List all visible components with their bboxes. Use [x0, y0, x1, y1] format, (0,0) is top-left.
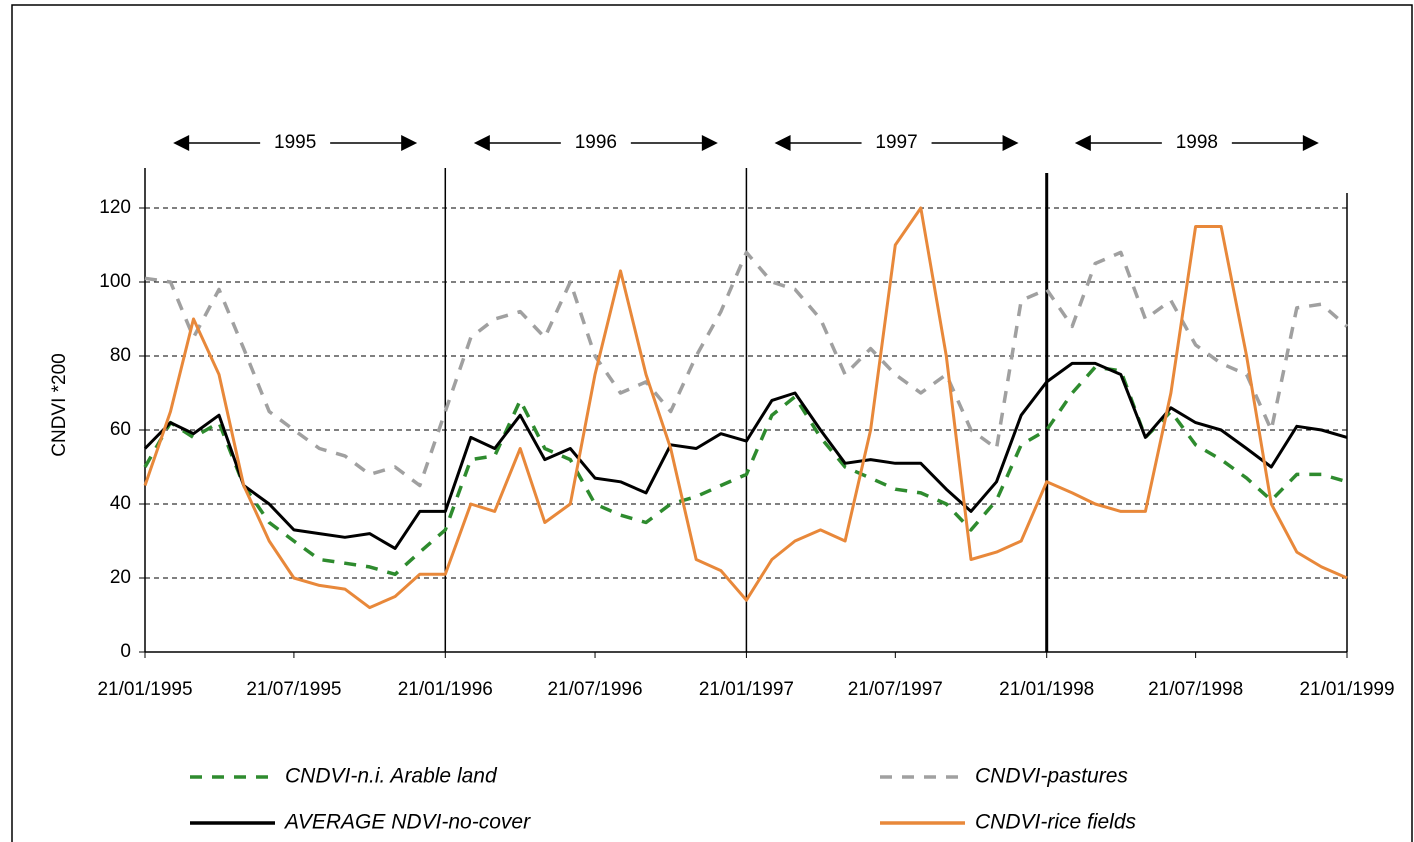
x-tick-label: 21/01/1997 [699, 679, 794, 700]
x-tick-label: 21/01/1996 [398, 679, 493, 700]
arrow-head [173, 135, 190, 151]
x-tick-label: 21/07/1998 [1148, 679, 1243, 700]
series-line [143, 365, 1348, 577]
x-tick-label: 21/07/1996 [547, 679, 642, 700]
arrow-head [1002, 135, 1019, 151]
series-line [143, 206, 1348, 610]
year-label: 1996 [575, 132, 617, 153]
x-tick-label: 21/07/1995 [246, 679, 341, 700]
series-line [143, 361, 1348, 550]
x-tick-label: 21/07/1997 [848, 679, 943, 700]
y-axis-label: CNDVI *200 [49, 353, 70, 457]
x-tick-label: 21/01/1995 [97, 679, 192, 700]
series-line [144, 250, 1349, 488]
year-label: 1997 [875, 132, 917, 153]
x-tick-label: 21/01/1998 [999, 679, 1094, 700]
arrow-head [1302, 135, 1319, 151]
legend-label: CNDVI-n.i. Arable land [285, 765, 498, 788]
y-tick-label: 120 [99, 197, 131, 218]
y-tick-label: 20 [110, 567, 131, 588]
y-tick-label: 0 [120, 641, 131, 662]
year-label: 1995 [274, 132, 316, 153]
y-tick-label: 60 [110, 419, 131, 440]
y-tick-label: 80 [110, 345, 131, 366]
arrow-head [473, 135, 490, 151]
year-label: 1998 [1176, 132, 1218, 153]
arrow-head [401, 135, 418, 151]
arrow-head [774, 135, 791, 151]
x-tick-label: 21/01/1999 [1299, 679, 1394, 700]
y-tick-label: 40 [110, 493, 131, 514]
legend-label: AVERAGE NDVI-no-cover [283, 811, 531, 834]
y-tick-label: 100 [99, 271, 131, 292]
legend-label: CNDVI-pastures [975, 765, 1128, 788]
frame [11, 4, 1413, 842]
arrow-head [1074, 135, 1091, 151]
arrow-head [701, 135, 718, 151]
legend-label: CNDVI-rice fields [975, 811, 1137, 834]
